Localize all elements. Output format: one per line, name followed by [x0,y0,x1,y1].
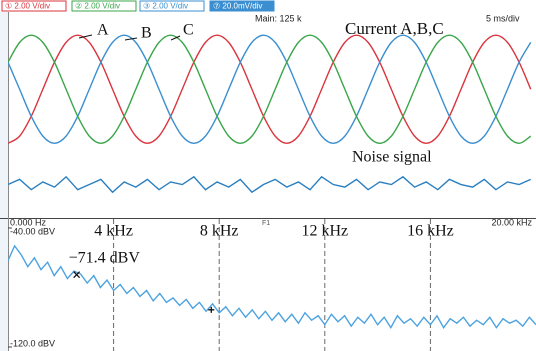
y-tick-label: -40.00 dBV [10,226,55,236]
scope-screen: ① 2.00 V/div ② 2.00 V/div ③ 2.00 V/div ⑦ 20… [0,0,536,351]
channel-label: ② 2.00 V/div [75,2,120,11]
title: Current A,B,C [345,19,444,38]
y-tick-label: -120.0 dBV [10,338,55,348]
x-tick-label: 16 kHz [407,223,454,240]
left-strip [0,12,8,351]
annotation: 5 ms/div [486,13,520,23]
channel-label: ① 2.00 V/div [5,2,50,11]
series-label: C [183,22,194,39]
series-label: B [141,25,152,42]
series-label: A [97,22,109,39]
x-tick-label: 4 kHz [94,223,133,240]
channel-label: ③ 2.00 V/div [143,2,188,11]
page: {"header": {"channels": [ {"label": "① 2… [0,0,536,351]
background [0,0,536,351]
channel-label: ⑦ 20.0mV/div [213,2,262,11]
marker-label: −71.4 dBV [69,249,141,266]
series-label: Noise signal [352,149,432,166]
x-tick-label: 20.00 kHz [491,217,532,227]
annotation: Main: 125 k [255,13,302,23]
x-tick-label: 12 kHz [301,223,348,240]
x-tick-label: 8 kHz [200,223,239,240]
annotation: F1 [262,220,270,227]
